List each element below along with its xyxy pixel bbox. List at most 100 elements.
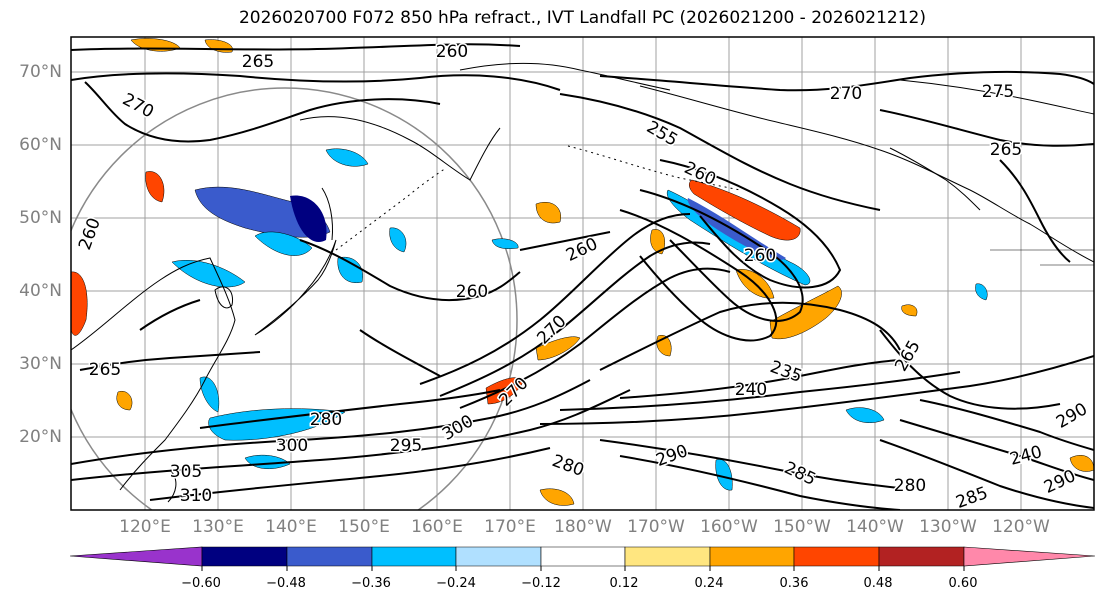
contour-line-275-jet <box>439 241 711 397</box>
contour-label-295: 295 <box>390 436 422 456</box>
coastline-philippines <box>167 469 177 503</box>
coastlines <box>71 62 1094 503</box>
contour-line-305 <box>71 389 631 481</box>
map-frame <box>70 36 1095 511</box>
contour-label-260-top: 260 <box>436 42 468 62</box>
positive-patch-china <box>71 271 88 336</box>
political-borders <box>990 249 1094 266</box>
contour-line-260-gulf <box>659 159 842 289</box>
positive-patch-far-east <box>1069 455 1094 472</box>
contour-line-250-japan <box>139 299 201 331</box>
coastline-alaska-canada <box>639 85 1094 263</box>
colorbar-label-pos-036: 0.36 <box>779 576 809 591</box>
contour-label-275-canada: 275 <box>982 82 1014 102</box>
contour-line-245 <box>539 355 1094 425</box>
figure-title: 2026020700 F072 850 hPa refract., IVT La… <box>238 8 926 28</box>
contour-line-280-jet <box>459 267 731 409</box>
lon-label-140e: 140°E <box>265 517 317 537</box>
negative-patch-korea <box>171 259 246 288</box>
colorbar-label-neg-024: −0.24 <box>436 576 476 591</box>
coastline-asia <box>71 257 236 491</box>
contour-line-240-loop <box>599 301 901 371</box>
lon-label-150e: 150°E <box>338 517 390 537</box>
contour-label-260-pacific: 260 <box>456 282 488 302</box>
contour-line-270-west <box>84 81 441 143</box>
negative-patch-west-pacific <box>389 227 407 253</box>
contour-line-270-north <box>599 70 1094 92</box>
lat-label-60n: 60°N <box>19 135 62 155</box>
lon-label-160e: 160°E <box>411 517 463 537</box>
contour-line-270-jet <box>419 213 691 385</box>
contour-line-300 <box>71 379 591 465</box>
negative-patch-coast <box>975 283 988 301</box>
contour-label-280-east: 280 <box>894 476 926 496</box>
lon-label-170e: 170°E <box>484 517 536 537</box>
contour-line-255 <box>559 93 881 211</box>
contour-label-265-japan: 265 <box>89 360 121 380</box>
contour-line-255-gulf <box>639 189 804 322</box>
negative-patch-dateline <box>491 238 519 249</box>
contour-line-280 <box>199 389 501 429</box>
negative-patch-gulf-alaska-core <box>687 198 786 260</box>
negative-patch-japan-north <box>194 186 331 238</box>
positive-patch-small <box>901 304 918 317</box>
coastline-panhandle <box>889 147 981 211</box>
lon-label-130e: 130°E <box>192 517 244 537</box>
colorbar-label-neg-036: −0.36 <box>351 576 391 591</box>
contour-line-265-east <box>879 329 1061 410</box>
coastline-korea <box>214 286 234 309</box>
lon-label-120w: 120°W <box>992 517 1050 537</box>
negative-patch-sea-japan <box>254 231 313 256</box>
coastline-japan <box>254 239 337 336</box>
colorbar-label-pos-048: 0.48 <box>863 576 893 591</box>
contour-label-270-alaska: 270 <box>830 84 862 104</box>
lat-label-30n: 30°N <box>19 354 62 374</box>
positive-patch-taiwan <box>116 390 133 411</box>
positive-patch-manchuria <box>145 171 165 203</box>
lon-label-130w: 130°W <box>919 517 977 537</box>
contour-line-250-east <box>919 399 1094 451</box>
negative-patch-china-sea <box>199 376 220 413</box>
negative-patch-sakhalin <box>290 195 327 243</box>
negative-patch-east-pacific <box>845 407 885 423</box>
positive-patch-gulf-alaska <box>689 179 801 241</box>
contour-label-300-west: 300 <box>276 436 308 456</box>
contour-label-310: 310 <box>180 486 212 506</box>
contour-line-265-north <box>71 72 561 91</box>
lon-label-140w: 140°W <box>846 517 904 537</box>
positive-patch-aleutian <box>650 229 665 255</box>
colorbar-label-pos-024: 0.24 <box>694 576 724 591</box>
lon-label-170w: 170°W <box>627 517 685 537</box>
contour-line-310 <box>149 447 551 501</box>
contour-label-305: 305 <box>170 462 202 482</box>
lon-label-150w: 150°W <box>773 517 831 537</box>
contour-line-235 <box>619 359 901 399</box>
colorbar-label-pos-012: 0.12 <box>609 576 639 591</box>
colorbar-label-neg-060: −0.60 <box>181 576 221 591</box>
contour-line-260-top <box>71 43 521 51</box>
lon-label-160w: 160°W <box>700 517 758 537</box>
coastline-kurils <box>335 167 447 251</box>
positive-patch-bering <box>535 202 562 224</box>
positive-patch-south <box>539 488 575 506</box>
contour-label-240: 240 <box>735 380 767 400</box>
contour-line-290 <box>619 455 901 510</box>
negative-patch-philippine-sea <box>208 408 346 441</box>
contour-label-260-aleutian: 260 <box>744 246 776 266</box>
lat-label-50n: 50°N <box>19 208 62 228</box>
contour-line-260-coast <box>999 159 1071 263</box>
contour-line-265-japan <box>79 351 261 371</box>
coastline-aleutians <box>567 145 741 191</box>
range-circle <box>71 87 518 510</box>
negative-patch-okhotsk <box>325 148 369 167</box>
positive-patch-jet-2 <box>535 336 581 361</box>
contour-line-260-pacific <box>299 239 521 302</box>
coastline-kamchatka <box>299 116 501 181</box>
contour-label-280-west: 280 <box>310 410 342 430</box>
colorbar-label-pos-060: 0.60 <box>948 576 978 591</box>
contour-label-265-nw: 265 <box>242 52 274 72</box>
contour-line-240 <box>559 371 961 411</box>
lat-label-20n: 20°N <box>19 427 62 447</box>
lat-label-40n: 40°N <box>19 281 62 301</box>
